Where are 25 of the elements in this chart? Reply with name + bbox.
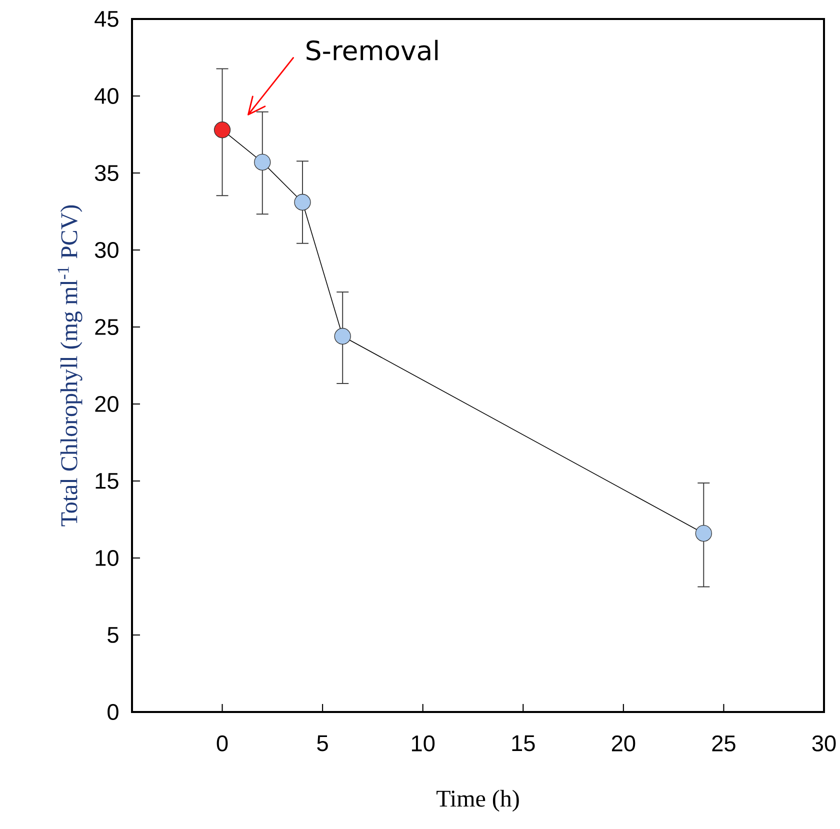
y-tick-label: 0 bbox=[108, 704, 118, 720]
x-tick-label: 25 bbox=[712, 735, 736, 752]
y-tick-label: 25 bbox=[95, 318, 118, 336]
y-axis-title: Total Chlorophyll (mg ml$^{-1}$ PCV) bbox=[58, 205, 82, 526]
point bbox=[214, 122, 231, 138]
y-tick-label: 40 bbox=[94, 88, 118, 104]
x-tick-label: 15 bbox=[512, 735, 535, 752]
point bbox=[254, 154, 271, 171]
point bbox=[334, 328, 351, 345]
x-tick-label: 30 bbox=[812, 735, 836, 752]
x-tick-label: 0 bbox=[216, 735, 228, 752]
annotation: S-removal bbox=[306, 40, 438, 60]
y-tick-label: 30 bbox=[94, 242, 118, 258]
y-tick-label: 35 bbox=[94, 164, 118, 182]
x-axis-title: Time (h) bbox=[436, 790, 519, 812]
point bbox=[695, 525, 712, 542]
point bbox=[294, 194, 311, 211]
y-tick-label: 15 bbox=[96, 473, 118, 489]
x-tick-label: 5 bbox=[317, 735, 328, 752]
y-tick-label: 10 bbox=[96, 550, 118, 566]
x-tick-label: 10 bbox=[412, 735, 435, 752]
x-tick-label: 20 bbox=[612, 735, 636, 752]
y-tick-label: 20 bbox=[95, 396, 118, 412]
y-tick-label: 5 bbox=[108, 627, 118, 643]
y-tick-label: 45 bbox=[94, 11, 118, 27]
